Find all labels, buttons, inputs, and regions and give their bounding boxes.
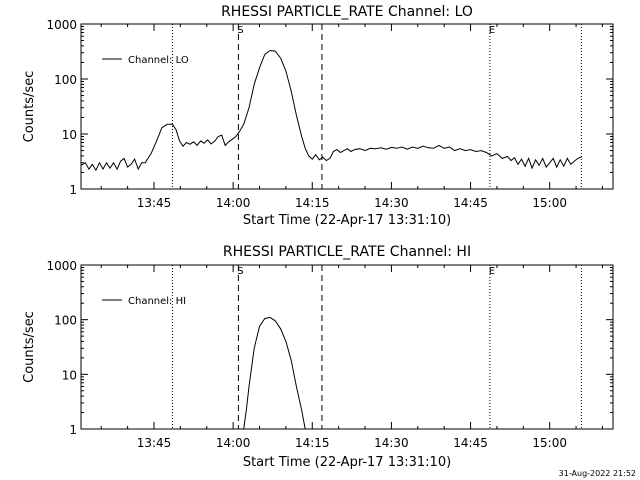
- x-tick-label: 14:15: [295, 196, 330, 210]
- x-tick-label: 14:30: [374, 436, 409, 450]
- x-tick-label: 14:00: [216, 196, 251, 210]
- series-line: [243, 316, 306, 430]
- chart-panel-hi: RHESSI PARTICLE_RATE Channel: HI Counts/s…: [22, 244, 614, 470]
- marker-letter: S: [237, 266, 243, 277]
- y-tick-label: 1: [69, 423, 77, 437]
- y-tick-label: 10: [62, 368, 77, 382]
- y-tick-label: 1000: [46, 18, 77, 32]
- x-tick-label: 15:00: [532, 436, 567, 450]
- y-tick-label: 100: [54, 314, 77, 328]
- legend-label: Channel: LO: [128, 55, 189, 66]
- plot-frame: [80, 23, 614, 190]
- x-tick-label: 15:00: [532, 196, 567, 210]
- x-axis-label: Start Time (22-Apr-17 13:31:10): [243, 455, 451, 470]
- y-tick-label: 1000: [46, 259, 77, 273]
- x-tick-label: 13:45: [137, 436, 172, 450]
- x-tick-label: 14:30: [374, 196, 409, 210]
- marker-letter: E: [489, 266, 495, 277]
- x-tick-label: 14:15: [295, 436, 330, 450]
- plot-frame: [80, 264, 614, 430]
- marker-letter: E: [489, 25, 495, 36]
- x-tick-label: 14:00: [216, 436, 251, 450]
- y-tick-label: 100: [54, 73, 77, 87]
- y-tick-label: 1: [69, 183, 77, 197]
- series-line: [80, 49, 582, 172]
- marker-letter: S: [237, 25, 243, 36]
- legend-label: Channel: HI: [128, 296, 186, 307]
- x-axis-label: Start Time (22-Apr-17 13:31:10): [243, 213, 451, 228]
- chart-title: RHESSI PARTICLE_RATE Channel: LO: [221, 4, 473, 20]
- y-tick-label: 10: [62, 128, 77, 142]
- x-tick-label: 14:45: [453, 196, 488, 210]
- chart-panel-lo: RHESSI PARTICLE_RATE Channel: LO Counts/s…: [22, 4, 614, 228]
- y-axis-label: Counts/sec: [22, 311, 37, 383]
- x-tick-label: 13:45: [137, 196, 172, 210]
- x-tick-label: 14:45: [453, 436, 488, 450]
- timestamp: 31-Aug-2022 21:52: [559, 469, 636, 478]
- chart-title: RHESSI PARTICLE_RATE Channel: HI: [223, 244, 471, 260]
- y-axis-label: Counts/sec: [22, 71, 37, 143]
